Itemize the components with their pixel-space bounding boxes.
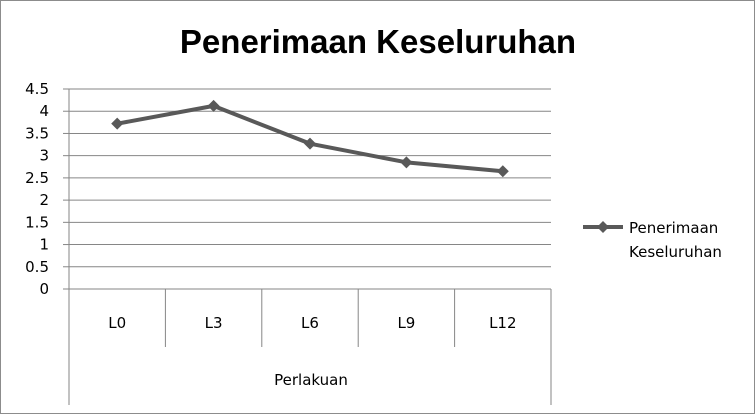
y-tick-label: 4.5 — [25, 80, 49, 98]
y-tick-label: 2.5 — [25, 169, 49, 187]
axes — [63, 88, 552, 405]
y-tick-label: 0.5 — [25, 258, 49, 276]
x-axis-label: Perlakuan — [274, 371, 348, 389]
x-tick-label: L12 — [489, 314, 516, 332]
x-tick-label: L6 — [301, 314, 319, 332]
data-point-marker — [400, 156, 413, 169]
y-tick-label: 3.5 — [25, 124, 49, 142]
y-tick-label: 0 — [39, 280, 49, 298]
x-axis-tick-labels: L0 L3 L6 L9 L12 — [108, 314, 516, 332]
y-tick-label: 1 — [39, 236, 49, 254]
x-tick-label: L9 — [397, 314, 415, 332]
series-penerimaan-keseluruhan — [111, 99, 509, 178]
data-point-marker — [304, 137, 316, 150]
x-tick-label: L0 — [108, 314, 126, 332]
y-axis-tick-labels: 0 0.5 1 1.5 2 2.5 3 3.5 4 4.5 — [25, 80, 49, 298]
chart-title: Penerimaan Keseluruhan — [180, 23, 576, 60]
x-tick-label: L3 — [205, 314, 223, 332]
data-point-marker — [496, 165, 509, 178]
legend: Penerimaan Keseluruhan — [583, 219, 722, 261]
data-point-marker — [111, 117, 124, 130]
legend-label: Keseluruhan — [629, 243, 722, 261]
grid-lines — [69, 88, 551, 268]
y-tick-label: 4 — [39, 102, 49, 120]
y-tick-label: 1.5 — [25, 213, 49, 231]
data-point-marker — [207, 99, 220, 112]
y-tick-label: 2 — [39, 191, 49, 209]
y-tick-label: 3 — [39, 147, 49, 165]
legend-marker-swatch — [597, 221, 609, 233]
legend-label: Penerimaan — [629, 219, 718, 237]
